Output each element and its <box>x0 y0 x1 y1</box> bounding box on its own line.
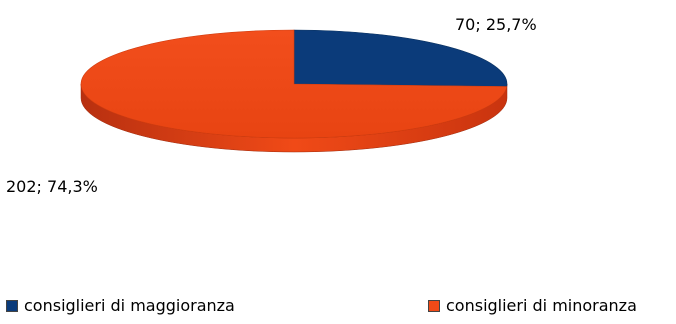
slice-data-label: 202; 74,3% <box>6 177 98 196</box>
legend-label: consiglieri di maggioranza <box>24 296 235 315</box>
slice-data-label: 70; 25,7% <box>455 15 537 34</box>
legend-swatch <box>6 299 18 312</box>
legend-item: consiglieri di maggioranza <box>6 296 235 315</box>
legend-item: consiglieri di minoranza <box>428 296 637 315</box>
pie-slice <box>293 29 508 87</box>
pie-slice <box>80 29 508 139</box>
legend-label: consiglieri di minoranza <box>446 296 637 315</box>
legend-swatch <box>428 299 440 312</box>
